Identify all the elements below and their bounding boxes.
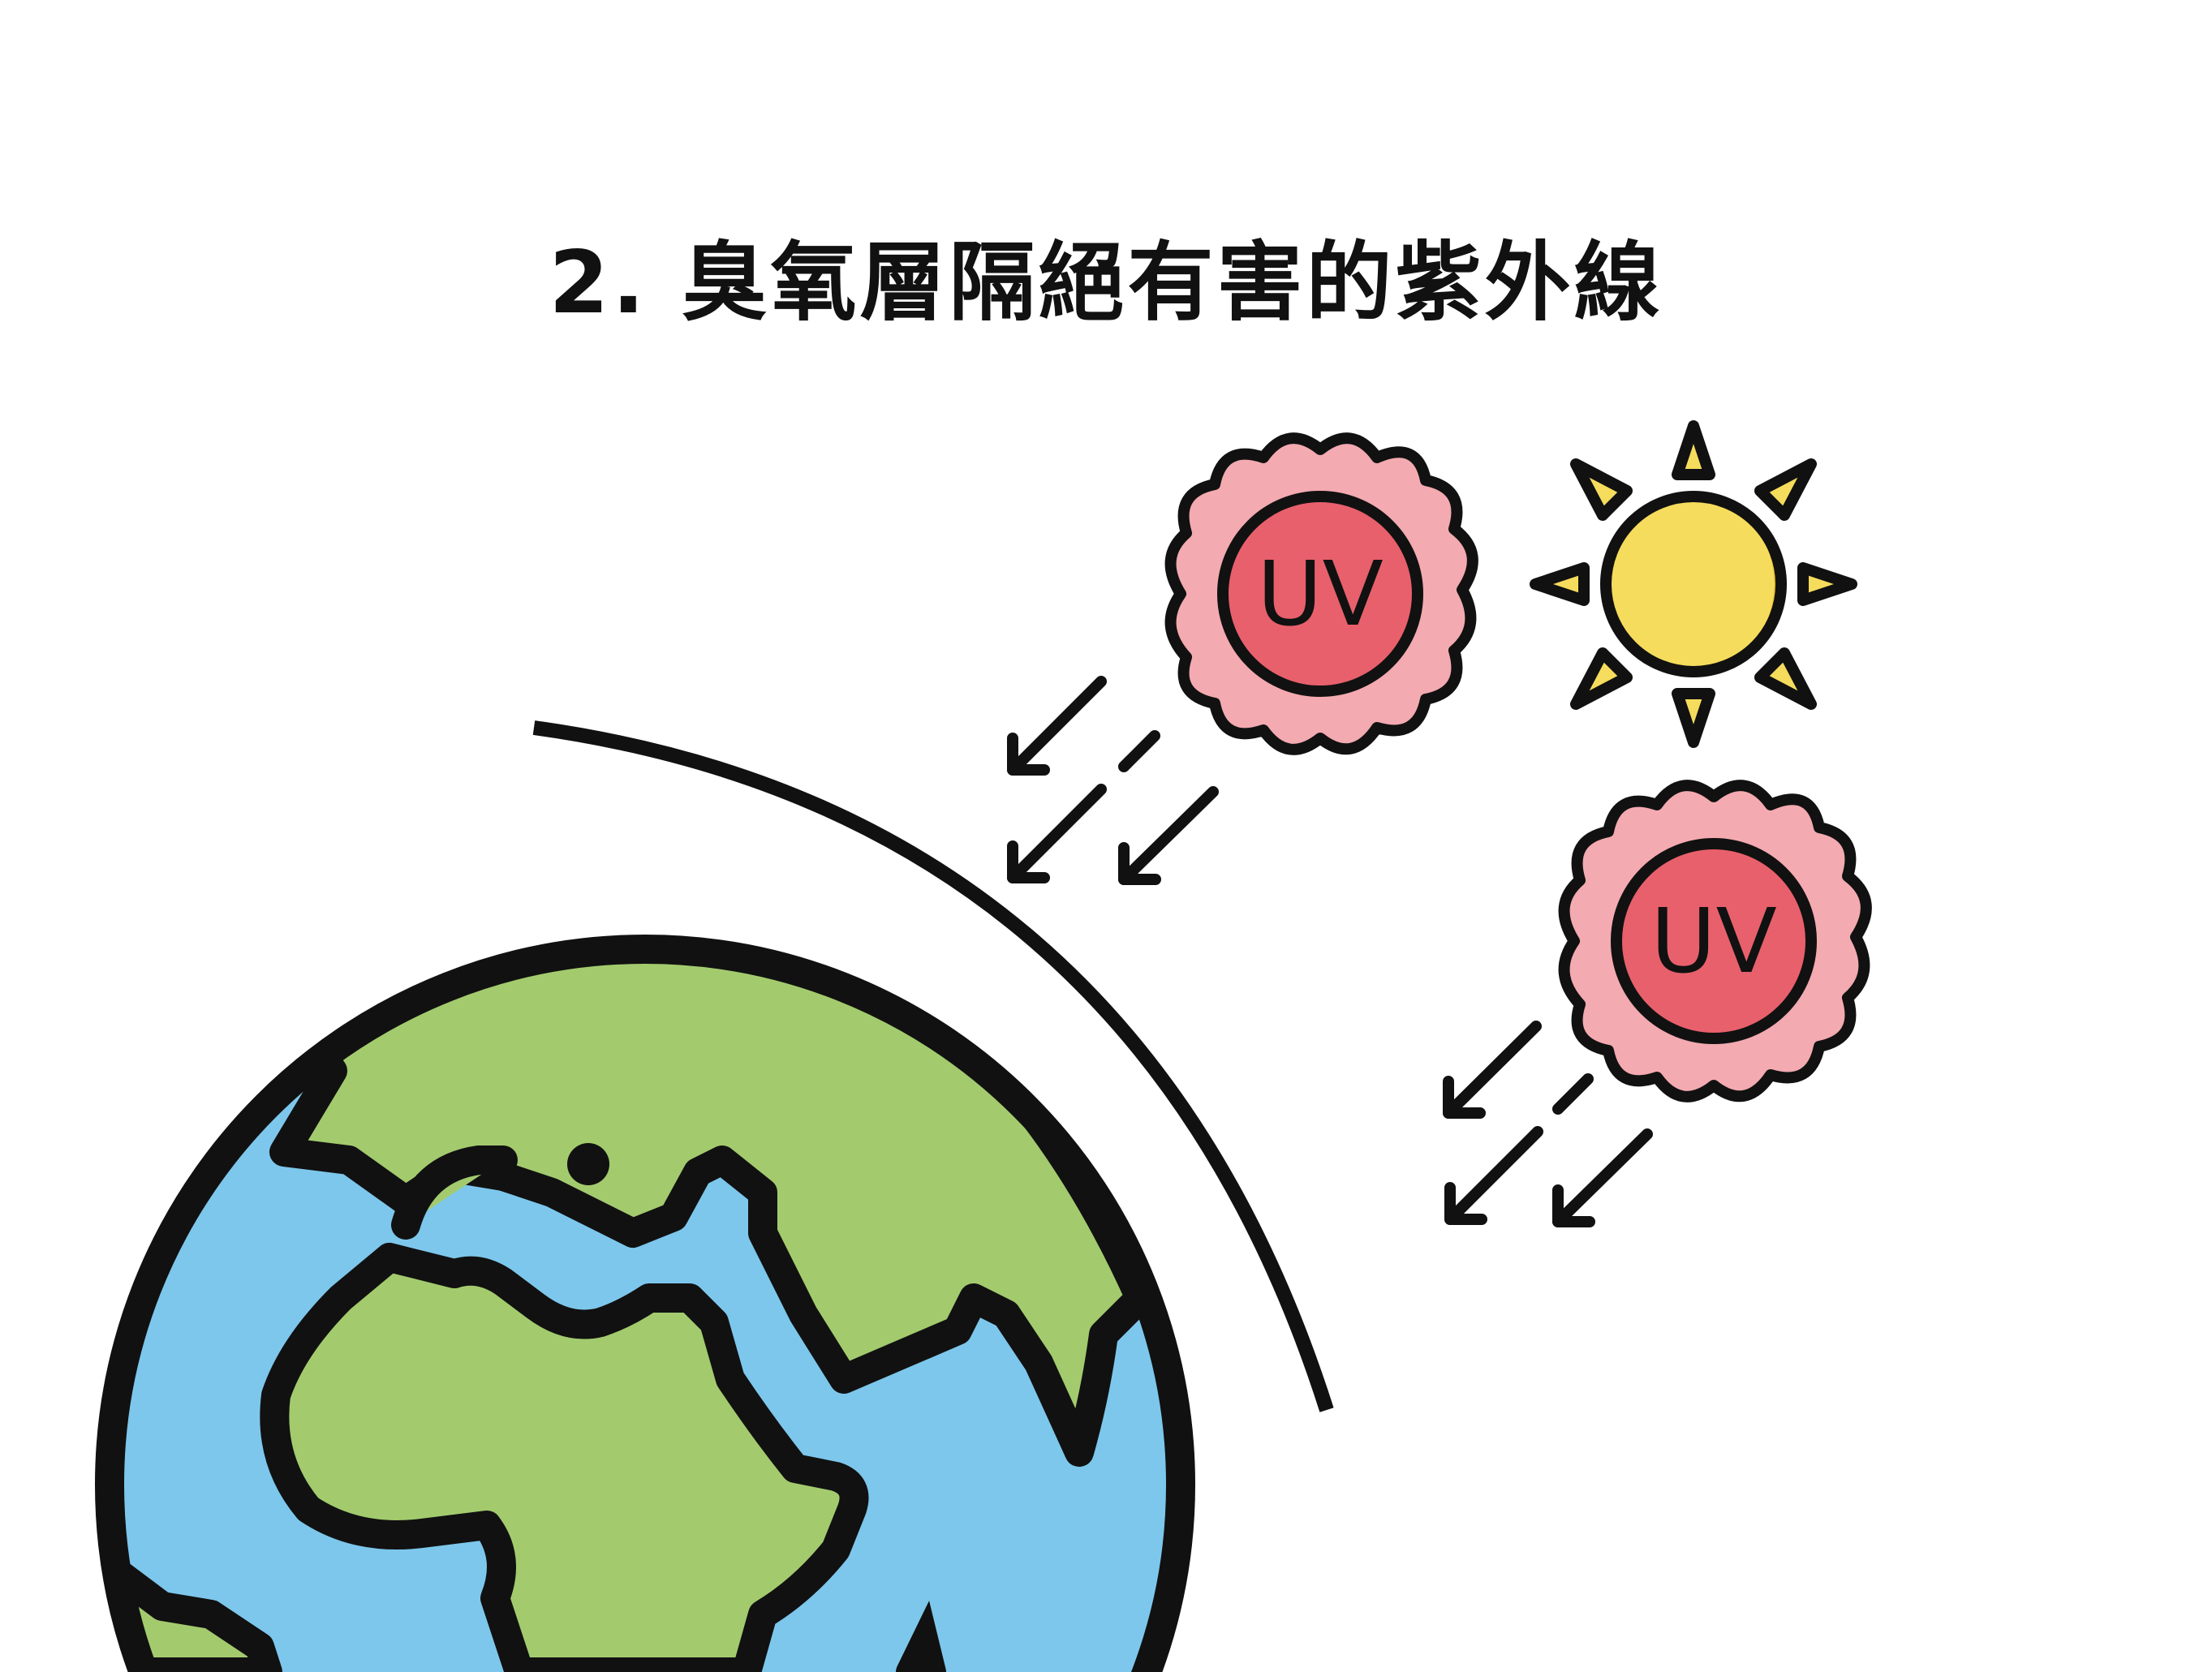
uv-label: UV (1650, 889, 1777, 993)
arrow-down-left-icon (1443, 1021, 1542, 1119)
uv-arrows-2 (1443, 1021, 1653, 1227)
sun-icon (1530, 420, 1857, 748)
uv-arrows-1 (1007, 676, 1219, 885)
arrow-down-left-icon (1552, 1128, 1653, 1227)
arrow-down-left-icon (1007, 730, 1160, 883)
arrow-down-left-icon (1118, 786, 1219, 885)
arrow-down-left-icon (1007, 676, 1107, 776)
earth-globe-icon (95, 935, 1195, 1672)
uv-radiation-icon: UV (1164, 432, 1478, 755)
uv-radiation-icon: UV (1558, 780, 1872, 1102)
ozone-layer-arc (532, 720, 1334, 1412)
page-title: 2. 臭氧層隔絕有害的紫外線 (549, 233, 1663, 333)
uv-label: UV (1257, 542, 1384, 646)
arrow-down-left-icon (1444, 1073, 1594, 1225)
